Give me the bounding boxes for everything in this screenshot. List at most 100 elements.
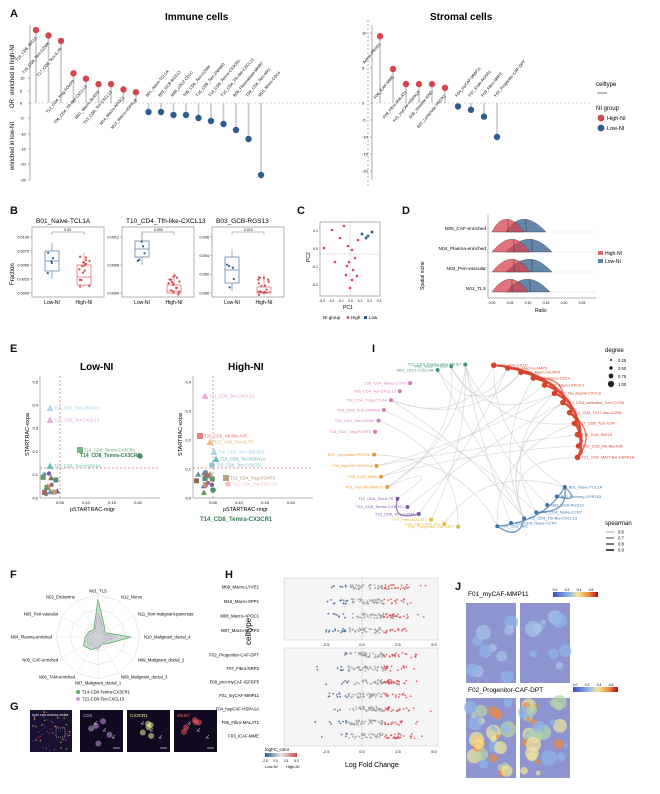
h-point (395, 694, 398, 697)
j-top-ticks: 0.0 0.2 0.4 0.6 (553, 588, 594, 592)
h-point (383, 654, 386, 657)
g-merge-cell (46, 719, 48, 721)
h-point (334, 628, 336, 631)
j-hotspot (525, 717, 531, 722)
h-point (394, 615, 397, 617)
i-node-label: T21_CD8_MAIT-like-HSPA1A (582, 455, 635, 460)
h-point (364, 720, 367, 723)
h-point (359, 598, 362, 600)
h-legend-tick: 2.5 (284, 759, 289, 763)
h-point (367, 692, 370, 695)
i-edge (509, 377, 534, 519)
panel-f-letter: F (10, 569, 17, 581)
g-merge-cell (42, 746, 45, 749)
g-merge-cell (65, 732, 68, 735)
a-immune-high-dot (32, 26, 40, 34)
h-point (330, 722, 333, 725)
i-edge (390, 365, 495, 409)
g-arrow-icon (102, 727, 107, 732)
h-point (352, 693, 355, 696)
h-point (374, 665, 376, 668)
h-point (364, 736, 367, 739)
h-point (379, 708, 381, 710)
b-xtick: High-NI (166, 300, 183, 306)
h-point (397, 735, 400, 738)
i-node (490, 362, 497, 369)
i-edge (395, 498, 419, 517)
j-hotspot (553, 739, 564, 749)
h-point (332, 692, 335, 695)
a-legend-high-dot (597, 114, 605, 122)
h-point (374, 667, 377, 670)
h-point (381, 667, 384, 670)
b-ytick: 0.006 (199, 235, 209, 239)
b-plot-title: B03_GCB-RGS13 (216, 218, 269, 225)
e-circle (209, 462, 215, 468)
h-point (358, 600, 361, 603)
b-point-high (81, 265, 84, 268)
i-edge (418, 367, 509, 515)
h-point (316, 668, 319, 671)
j-hotspot (501, 725, 510, 734)
h-point (400, 734, 403, 736)
j-top-tick: 0.2 (565, 588, 570, 592)
b-point-high (172, 282, 175, 285)
g-arrow-icon (205, 734, 210, 739)
panel-g: G DAPI CD8 CX3CR1 MKI67 CD8 CX3CR1 MKI67 (10, 701, 217, 752)
e-cluster-triangle (47, 488, 54, 495)
e-cluster-dot (209, 482, 215, 488)
h-xlabel: Log Fold Change (345, 762, 399, 769)
a-ytick-label-r: 0 (362, 101, 365, 106)
h-point (386, 616, 389, 619)
j-hotspot (525, 736, 542, 753)
h-point (405, 630, 408, 632)
b-ytick: 0.0100 (17, 235, 29, 239)
e-cluster-square (209, 476, 215, 482)
e-ytick: 0.5 (32, 379, 38, 384)
g-merge-cell (47, 713, 50, 716)
h-point (391, 653, 394, 656)
j-hotspot (501, 670, 514, 684)
h-point (392, 681, 395, 683)
h-point (359, 696, 362, 698)
h-point (352, 598, 355, 600)
panel-d: D Spatial niche N05_CAF-enriched N04_Plas… (402, 205, 622, 314)
g-merge-cell (35, 725, 37, 728)
c-point-high (330, 228, 334, 232)
h-point (342, 599, 345, 602)
h-point (361, 617, 364, 620)
d-row-label: N04_Plasma-enriched (439, 246, 487, 252)
c-legend-high: High (351, 315, 361, 320)
i-node-label: T03_CD8_Naive-CCR7 (515, 520, 558, 525)
h-point (374, 735, 377, 738)
j-hotspot (552, 718, 567, 733)
h-point (415, 722, 417, 725)
b-point-high (167, 282, 170, 285)
h-point (358, 735, 361, 738)
h-point (332, 630, 334, 633)
h-point (400, 599, 403, 602)
i-node (463, 362, 468, 367)
h-point (407, 616, 409, 619)
b-point-high (78, 278, 81, 281)
h-point (379, 601, 382, 604)
i-edge (376, 434, 578, 467)
b-point-high (170, 281, 173, 284)
i-node (560, 399, 566, 406)
h-point (367, 723, 370, 725)
h-point (348, 665, 351, 668)
a-ytick-label: 5 (20, 89, 23, 94)
e-triangle (46, 462, 54, 469)
a-stromal-high-dot (428, 80, 436, 88)
j-hotspot (490, 735, 497, 743)
h-point (360, 723, 363, 726)
d-ridges: N05_CAF-enriched N04_Plasma-enriched N03_P… (439, 215, 596, 305)
h-point (344, 653, 346, 656)
h-point (414, 655, 416, 658)
h-point (384, 707, 387, 710)
i-node-label: F01_myCAF-MMP11 (346, 484, 384, 489)
h-point (325, 629, 328, 632)
h-point (356, 695, 359, 698)
b-point-high (84, 262, 88, 266)
h-point (370, 709, 373, 712)
